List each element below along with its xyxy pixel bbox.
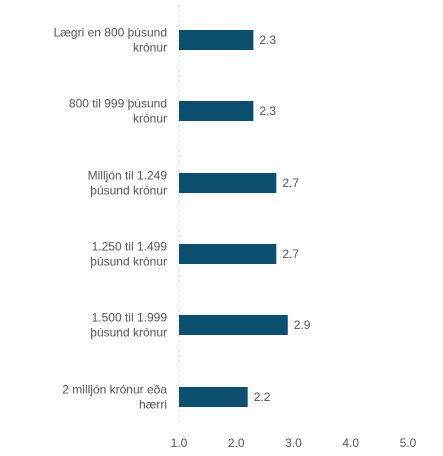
category-label: 1.500 til 1.999 xyxy=(92,311,168,325)
category-label: Milljón til 1.249 xyxy=(88,169,168,183)
bar xyxy=(179,173,277,193)
value-label: 2.7 xyxy=(282,176,299,190)
value-label: 2.3 xyxy=(259,104,276,118)
category-label: krónur xyxy=(133,41,167,55)
category-label: þúsund krónur xyxy=(90,326,167,340)
bar xyxy=(179,30,254,50)
value-label: 2.3 xyxy=(259,33,276,47)
x-tick-label: 5.0 xyxy=(400,436,417,450)
category-label: krónur xyxy=(133,112,167,126)
category-label: 800 til 999 þúsund xyxy=(69,97,167,111)
category-label: Lægri en 800 þúsund xyxy=(54,26,167,40)
category-label: þúsund krónur xyxy=(90,255,167,269)
bar xyxy=(179,387,248,407)
value-label: 2.7 xyxy=(282,247,299,261)
x-tick-label: 2.0 xyxy=(228,436,245,450)
category-label: hærri xyxy=(139,398,167,412)
x-axis-ticks: 1.0 2.0 3.0 4.0 5.0 xyxy=(171,436,417,450)
bars-group xyxy=(179,30,288,407)
value-label: 2.2 xyxy=(254,390,271,404)
x-tick-label: 3.0 xyxy=(285,436,302,450)
value-labels: 2.3 2.3 2.7 2.7 2.9 2.2 xyxy=(254,33,311,404)
x-tick-label: 4.0 xyxy=(342,436,359,450)
bar xyxy=(179,315,288,335)
category-label: þúsund krónur xyxy=(90,184,167,198)
bar xyxy=(179,101,254,121)
x-tick-label: 1.0 xyxy=(171,436,188,450)
category-label: 2 milljón krónur eða xyxy=(62,383,167,397)
bar xyxy=(179,244,277,264)
category-label: 1.250 til 1.499 xyxy=(92,240,168,254)
value-label: 2.9 xyxy=(294,318,311,332)
